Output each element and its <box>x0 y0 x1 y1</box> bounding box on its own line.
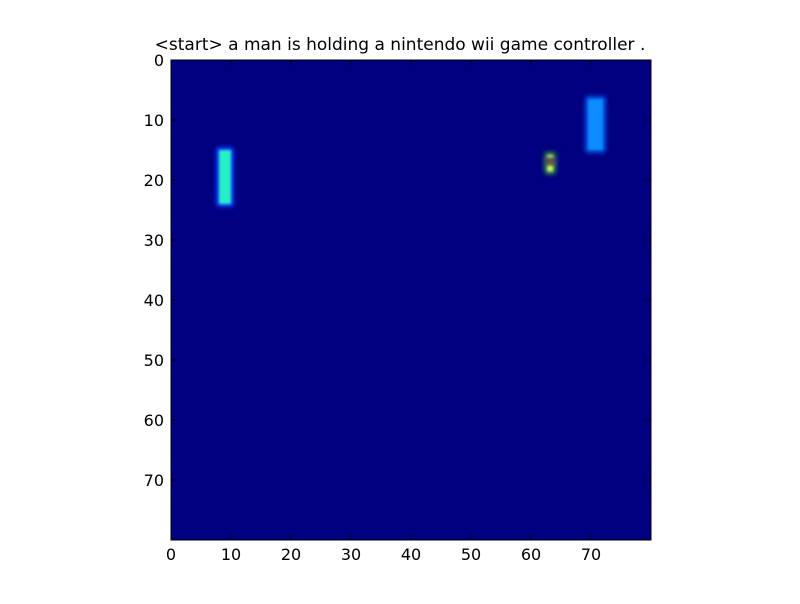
chart-title: <start> a man is holding a nintendo wii … <box>154 35 646 55</box>
y-tick-label: 60 <box>144 411 164 430</box>
heatmap-background <box>171 60 651 540</box>
y-tick-label: 30 <box>144 231 164 250</box>
y-tick-label: 20 <box>144 171 164 190</box>
dot-bottom <box>547 165 554 172</box>
x-tick-label: 60 <box>521 545 541 564</box>
x-tick-label: 70 <box>581 545 601 564</box>
x-tick-label: 40 <box>401 545 421 564</box>
x-tick-label: 10 <box>221 545 241 564</box>
y-tick-label: 40 <box>144 291 164 310</box>
x-tick-label: 20 <box>281 545 301 564</box>
y-tick-label: 50 <box>144 351 164 370</box>
right-bar <box>588 99 603 150</box>
x-tick-label: 0 <box>166 545 176 564</box>
x-tick-label: 30 <box>341 545 361 564</box>
x-tick-label: 50 <box>461 545 481 564</box>
y-tick-label: 70 <box>144 471 164 490</box>
y-tick-label: 10 <box>144 111 164 130</box>
left-bar <box>219 150 231 204</box>
y-tick-label: 0 <box>154 51 164 70</box>
